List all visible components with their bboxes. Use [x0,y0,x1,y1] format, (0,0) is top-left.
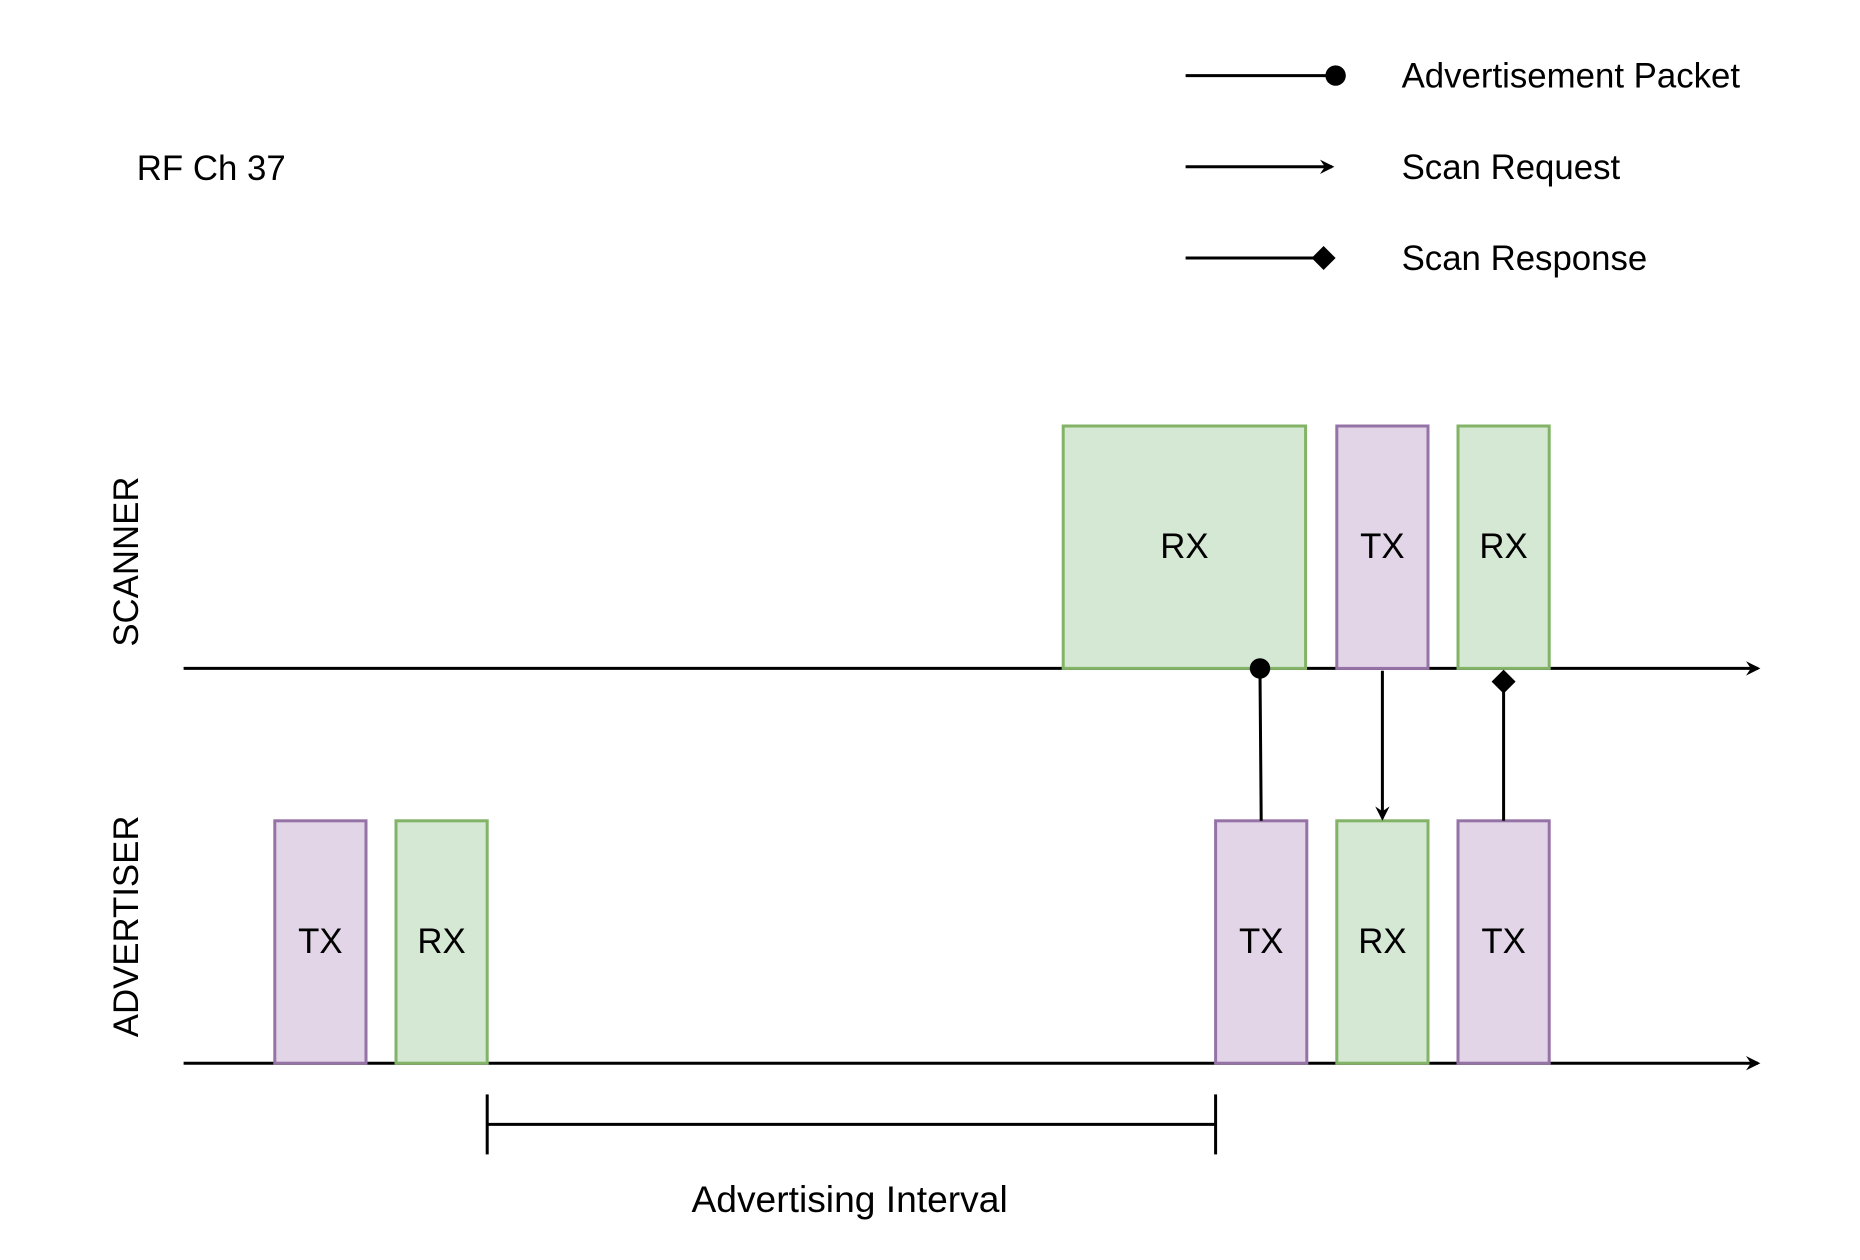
legend-item-scan-request: Scan Request [1185,148,1621,187]
box-label: TX [1239,922,1283,961]
box-label: TX [1360,527,1404,566]
legend-label: Scan Request [1402,148,1621,187]
channel-title: RF Ch 37 [137,149,286,188]
scanner-rx-window: RX [1456,424,1551,670]
legend-label: Advertisement Packet [1402,57,1741,96]
box-label: RX [1479,527,1527,566]
box-label: RX [1358,922,1406,961]
legend-item-scan-response: Scan Response [1185,239,1648,278]
circle-marker-icon [1249,658,1271,679]
scan-response-connector [1491,669,1516,821]
advertising-interval-bracket [485,1094,1218,1155]
legend-item-advertisement-packet: Advertisement Packet [1185,57,1741,96]
scanner-tx-window: TX [1335,424,1430,670]
advertiser-tx-window: TX [1214,819,1309,1065]
circle-marker-icon [1325,65,1346,86]
advertiser-rx-window: RX [1335,819,1430,1065]
box-label: TX [1481,922,1525,961]
diamond-marker-icon [1311,246,1336,270]
lane-label-advertiser: ADVERTISER [107,816,146,1038]
advertisement-packet-connector [1249,658,1271,821]
legend: Advertisement Packet Scan Request Scan R… [1185,57,1741,278]
advertiser-rx-window: RX [394,819,489,1065]
box-label: RX [1160,527,1208,566]
advertiser-tx-window: TX [273,819,368,1065]
box-label: RX [417,922,465,961]
box-label: TX [298,922,342,961]
diamond-marker-icon [1491,669,1516,694]
advertising-interval-label: Advertising Interval [691,1178,1007,1220]
legend-label: Scan Response [1402,239,1648,278]
advertiser-tx-window: TX [1456,819,1551,1065]
scanner-rx-window: RX [1061,424,1308,670]
lane-label-scanner: SCANNER [107,477,146,647]
